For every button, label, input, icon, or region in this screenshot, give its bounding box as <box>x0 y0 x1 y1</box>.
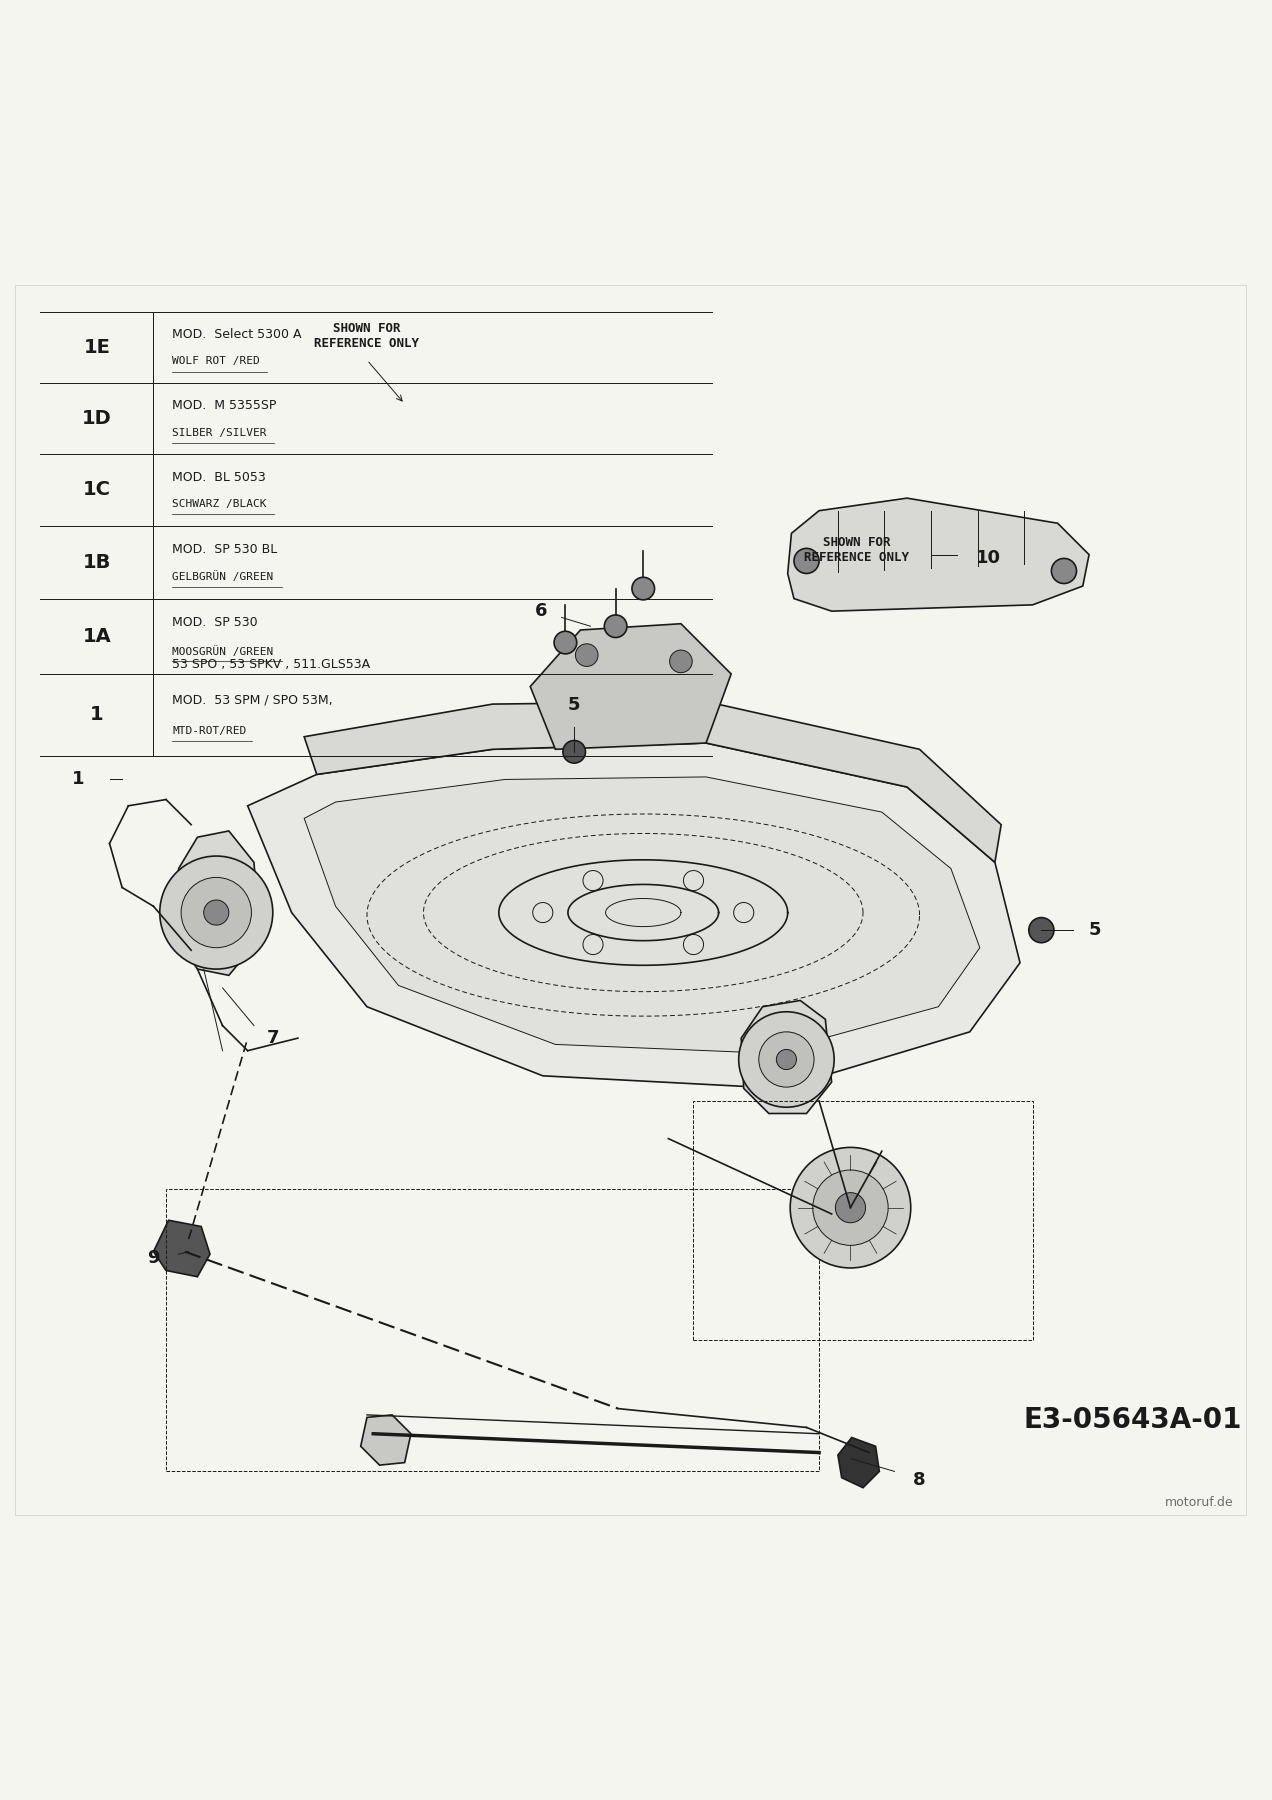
Polygon shape <box>787 499 1089 612</box>
Circle shape <box>160 857 272 968</box>
Text: SILBER /SILVER: SILBER /SILVER <box>172 428 267 437</box>
Text: 53 SPO , 53 SPKV , 511.GLS53A: 53 SPO , 53 SPKV , 511.GLS53A <box>172 659 370 671</box>
Circle shape <box>204 900 229 925</box>
Circle shape <box>1052 558 1076 583</box>
Text: SHOWN FOR
REFERENCE ONLY: SHOWN FOR REFERENCE ONLY <box>804 536 909 563</box>
Text: SHOWN FOR
REFERENCE ONLY: SHOWN FOR REFERENCE ONLY <box>314 322 420 351</box>
Polygon shape <box>176 832 261 976</box>
Circle shape <box>776 1049 796 1069</box>
Text: 1B: 1B <box>83 553 111 572</box>
Text: 10: 10 <box>976 549 1001 567</box>
Circle shape <box>563 740 585 763</box>
Text: 1A: 1A <box>83 626 112 646</box>
Text: WOLF ROT /RED: WOLF ROT /RED <box>172 356 259 367</box>
Circle shape <box>181 877 252 949</box>
Circle shape <box>790 1147 911 1267</box>
Text: MOOSGRÜN /GREEN: MOOSGRÜN /GREEN <box>172 646 273 657</box>
Text: GELBGRÜN /GREEN: GELBGRÜN /GREEN <box>172 571 273 581</box>
Text: 6: 6 <box>536 603 548 621</box>
Polygon shape <box>154 1220 210 1276</box>
Text: 5: 5 <box>1089 922 1102 940</box>
Polygon shape <box>530 625 731 749</box>
Polygon shape <box>304 778 979 1053</box>
Circle shape <box>575 644 598 666</box>
Circle shape <box>739 1012 834 1107</box>
Circle shape <box>836 1193 865 1222</box>
Text: MOD.  53 SPM / SPO 53M,: MOD. 53 SPM / SPO 53M, <box>172 693 333 707</box>
Text: MOD.  SP 530: MOD. SP 530 <box>172 616 258 630</box>
Polygon shape <box>838 1438 879 1489</box>
Text: 8: 8 <box>913 1471 926 1489</box>
Text: 1: 1 <box>90 706 104 724</box>
Text: MOD.  Select 5300 A: MOD. Select 5300 A <box>172 328 301 342</box>
Text: MTD-ROT/RED: MTD-ROT/RED <box>172 725 247 736</box>
Text: 1D: 1D <box>83 409 112 428</box>
Circle shape <box>555 632 576 653</box>
Circle shape <box>669 650 692 673</box>
Polygon shape <box>742 1001 832 1114</box>
Polygon shape <box>248 743 1020 1089</box>
Text: SCHWARZ /BLACK: SCHWARZ /BLACK <box>172 499 267 509</box>
Text: MOD.  SP 530 BL: MOD. SP 530 BL <box>172 542 277 556</box>
Text: motoruf.de: motoruf.de <box>1165 1496 1234 1508</box>
Text: E3-05643A-01: E3-05643A-01 <box>1024 1406 1243 1435</box>
Circle shape <box>794 549 819 574</box>
Circle shape <box>1029 918 1054 943</box>
Polygon shape <box>361 1415 411 1465</box>
Circle shape <box>632 578 655 599</box>
Text: MOD.  BL 5053: MOD. BL 5053 <box>172 470 266 484</box>
Text: 5: 5 <box>567 697 580 715</box>
Text: 9: 9 <box>148 1249 160 1267</box>
Text: 1: 1 <box>73 770 84 788</box>
Text: 7: 7 <box>267 1030 279 1048</box>
Circle shape <box>759 1031 814 1087</box>
Circle shape <box>604 616 627 637</box>
Polygon shape <box>304 702 1001 862</box>
Text: 1E: 1E <box>84 338 111 356</box>
Text: 1C: 1C <box>83 481 111 499</box>
Circle shape <box>813 1170 888 1246</box>
Text: MOD.  M 5355SP: MOD. M 5355SP <box>172 400 277 412</box>
